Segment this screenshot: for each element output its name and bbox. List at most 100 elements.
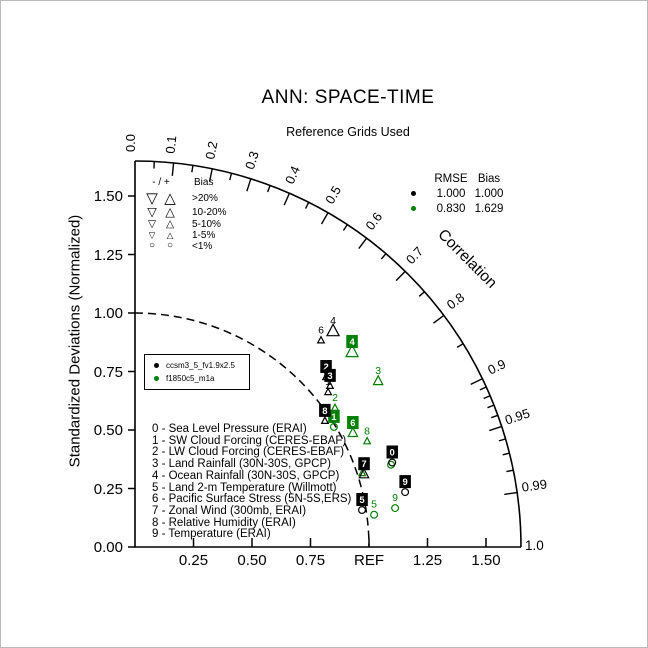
correlation-tick-label: 0.9 <box>485 356 508 377</box>
point-label-box <box>386 445 398 459</box>
point-marker-circle <box>329 422 338 431</box>
triangle-up-icon: △ <box>164 190 176 207</box>
correlation-minor-tick <box>498 438 506 442</box>
bias-legend: - / + Bias ▽ △ >20% ▽ △ 10-20% ▽ △ 5-10% ▽ △ 1-5% ○ ○… <box>143 177 226 252</box>
y-tick-label: 0.25 <box>93 480 123 498</box>
rmse-value: 1.000 <box>436 187 466 200</box>
correlation-arc <box>134 160 522 548</box>
correlation-tick-label: 0.1 <box>163 135 180 154</box>
series-dot-icon <box>411 206 416 211</box>
bias-legend-row: ▽ △ 1-5% <box>143 230 226 241</box>
variable-list-item: 0 - Sea Level Pressure (ERAI) <box>152 423 307 435</box>
bias-range-label: 5-10% <box>192 218 221 230</box>
point-label: 5 <box>359 495 365 506</box>
variable-list-item: 6 - Pacific Surface Stress (5N-5S,ERS) <box>152 493 352 506</box>
variable-list: 0 - Sea Level Pressure (ERAI) 1 - SW Clou… <box>152 423 352 541</box>
y-tick-label: 1.25 <box>93 246 123 264</box>
point-label: 7 <box>361 459 366 470</box>
correlation-minor-tick <box>479 386 487 391</box>
series-dot-icon <box>411 191 416 196</box>
model-name: ccsm3_5_fv1.9x2.5 <box>166 361 235 370</box>
correlation-tick-label: 0.5 <box>322 183 344 206</box>
triangle-down-icon: ▽ <box>148 229 156 240</box>
point-label: 4 <box>330 315 336 327</box>
correlation-axis-label: Correlation <box>434 226 500 292</box>
point-marker-circle <box>388 458 397 467</box>
bias-legend-row: ▽ △ >20% <box>143 191 226 206</box>
bias-legend-row: ○ ○ <1% <box>143 241 226 252</box>
point-marker-circle <box>370 510 379 519</box>
point-marker-triangle <box>372 374 384 386</box>
circle-icon: ○ <box>166 240 174 251</box>
point-label: 9 <box>392 492 398 504</box>
correlation-tick-label: 0.0 <box>123 134 138 152</box>
point-label-box <box>320 360 332 373</box>
point-label: 6 <box>318 324 324 336</box>
point-marker-circle <box>401 488 410 497</box>
triangle-up-icon: △ <box>165 205 175 219</box>
point-label-box <box>319 403 331 417</box>
x-tick-label: REF <box>354 552 384 569</box>
correlation-minor-tick <box>266 185 271 193</box>
correlation-major-tick <box>283 192 291 206</box>
point-marker-triangle <box>326 323 341 337</box>
model-legend-row: f1850c5_m1a <box>152 372 249 385</box>
correlation-tick-label: 0.99 <box>521 476 548 494</box>
triangle-down-icon: ▽ <box>147 205 157 219</box>
bias-legend-signs-header: - / + <box>152 177 170 188</box>
x-tick-label: 0.75 <box>295 552 326 569</box>
bias-range-label: <1% <box>192 240 213 252</box>
bias-legend-row: ▽ △ 5-10% <box>143 219 226 230</box>
correlation-minor-tick <box>191 165 194 173</box>
point-marker-triangle <box>316 335 326 344</box>
correlation-major-tick <box>208 168 213 182</box>
point-marker-triangle <box>344 343 360 358</box>
correlation-minor-tick <box>502 452 510 456</box>
point-label: 0 <box>390 448 395 459</box>
y-tick-label: 1.50 <box>93 188 123 205</box>
page-title: ANN: SPACE-TIME <box>261 87 435 108</box>
correlation-major-tick <box>171 162 175 176</box>
point-label-box <box>399 475 411 489</box>
point-marker-triangle <box>357 468 367 477</box>
point-label: 6 <box>350 418 355 429</box>
rmse-column-header: RMSE <box>434 172 468 185</box>
bias-range-label: >20% <box>192 193 218 204</box>
point-marker-triangle <box>330 402 340 411</box>
y-tick-label: 0.50 <box>93 422 123 439</box>
triangle-up-icon: △ <box>166 229 174 240</box>
rmse-legend-row: 1.000 1.000 <box>405 186 507 201</box>
correlation-minor-tick <box>491 414 499 419</box>
triangle-down-icon: ▽ <box>146 190 158 207</box>
point-label: 2 <box>332 392 338 404</box>
point-label: 1 <box>325 376 331 388</box>
point-label: 1 <box>331 412 337 423</box>
correlation-major-tick <box>504 491 518 496</box>
point-marker-triangle <box>323 387 333 396</box>
variable-list-item: 9 - Temperature (ERAI) <box>152 528 271 541</box>
variable-list-item: 2 - LW Cloud Forcing (CERES-EBAF) <box>152 446 345 459</box>
correlation-tick-label: 0.2 <box>202 140 220 161</box>
y-tick-label: 0.00 <box>93 539 123 556</box>
point-marker-circle <box>391 504 400 513</box>
point-label-box <box>346 335 358 348</box>
x-tick-label: 1.50 <box>471 552 501 569</box>
bias-legend-row: ▽ △ 10-20% <box>143 206 226 219</box>
rmse-bias-legend: RMSE Bias 1.000 1.000 0.830 1.629 <box>405 171 507 216</box>
y-tick-label: 1.00 <box>93 305 123 322</box>
correlation-end-tick-label: 1.0 <box>525 538 544 553</box>
correlation-tick-label: 0.3 <box>242 149 262 171</box>
point-label: 5 <box>371 499 377 511</box>
correlation-tick-label: 0.7 <box>403 244 426 267</box>
point-marker-triangle <box>358 467 370 479</box>
correlation-major-tick <box>470 378 483 386</box>
bias-value: 1.629 <box>474 202 504 215</box>
variable-list-item: 8 - Relative Humidity (ERAI) <box>152 516 296 529</box>
correlation-minor-tick <box>418 291 425 297</box>
correlation-major-tick <box>489 425 502 432</box>
triangle-up-icon: △ <box>165 217 175 230</box>
circle-icon: ○ <box>148 240 156 251</box>
variable-list-item: 1 - SW Cloud Forcing (CERES-EBAF) <box>152 434 347 447</box>
correlation-major-tick <box>432 314 445 324</box>
